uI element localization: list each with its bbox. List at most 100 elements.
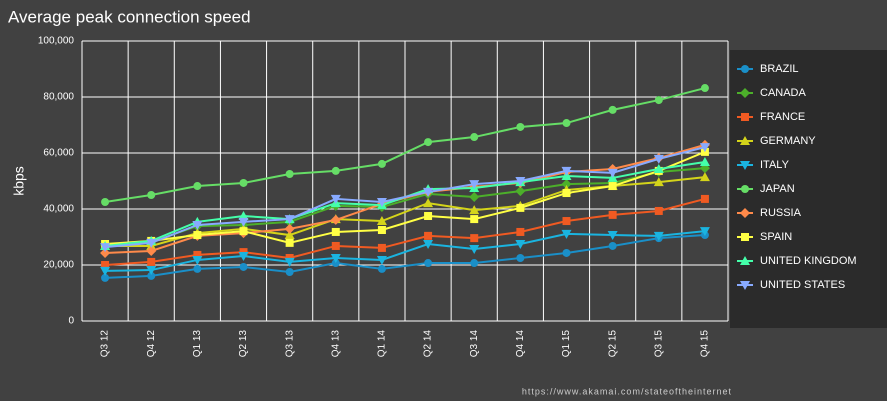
marker: [193, 231, 202, 240]
marker: [469, 180, 480, 190]
marker: [285, 238, 294, 247]
series-line: [105, 197, 706, 266]
legend-marker: [740, 88, 750, 98]
marker: [653, 154, 664, 164]
marker: [377, 159, 386, 168]
x-tick-label: Q4 15: [700, 330, 711, 358]
x-tick-label: Q2 15: [607, 330, 618, 358]
legend-label: FRANCE: [760, 111, 805, 123]
series-line: [105, 230, 706, 272]
legend-label: JAPAN: [760, 183, 795, 195]
marker: [101, 273, 110, 282]
legend-label: SPAIN: [760, 231, 792, 243]
marker: [101, 261, 110, 269]
marker: [699, 143, 710, 153]
marker: [653, 177, 664, 187]
legend-label: ITALY: [760, 159, 790, 171]
marker: [562, 217, 571, 226]
marker: [193, 264, 202, 273]
marker: [699, 227, 710, 237]
legend-label: UNITED KINGDOM: [760, 255, 857, 267]
marker: [239, 227, 248, 236]
marker: [100, 247, 111, 258]
x-tick-label: Q3 15: [653, 330, 664, 358]
marker: [561, 179, 572, 190]
legend-label: RUSSIA: [760, 207, 802, 219]
marker: [516, 203, 525, 212]
marker: [424, 138, 433, 147]
series-line: [105, 234, 705, 279]
x-tick-label: Q3 12: [100, 330, 111, 358]
y-tick-label: 100,000: [38, 36, 75, 47]
marker: [423, 198, 434, 208]
marker: [285, 170, 294, 178]
marker: [699, 172, 710, 182]
marker: [423, 187, 434, 197]
marker: [330, 194, 341, 204]
x-tick-label: Q2 14: [423, 330, 434, 358]
marker: [331, 259, 340, 268]
x-tick-label: Q4 13: [330, 330, 341, 358]
marker: [700, 194, 709, 203]
marker: [377, 226, 386, 234]
marker: [562, 189, 571, 198]
x-tick-label: Q3 14: [469, 330, 480, 358]
marker: [607, 168, 618, 178]
marker: [424, 231, 433, 240]
marker: [330, 214, 341, 225]
legend-marker: [741, 233, 749, 241]
marker: [423, 240, 434, 249]
marker: [470, 234, 479, 243]
legend-marker: [740, 136, 750, 145]
x-tick-label: Q1 14: [377, 330, 388, 358]
marker: [608, 182, 617, 191]
y-tick-label: 80,000: [43, 92, 74, 103]
marker: [700, 84, 709, 93]
marker: [238, 217, 249, 227]
legend-label: CANADA: [760, 87, 807, 99]
marker: [146, 246, 157, 256]
marker: [515, 240, 526, 249]
series-line: [104, 87, 706, 203]
marker: [101, 198, 110, 206]
legend-marker: [740, 161, 750, 170]
x-tick-label: Q1 13: [192, 330, 203, 358]
marker: [653, 231, 664, 241]
marker: [147, 257, 156, 266]
y-tick-label: 60,000: [43, 148, 74, 159]
legend-label: BRAZIL: [760, 63, 799, 75]
marker: [469, 245, 480, 255]
marker: [376, 255, 387, 265]
marker: [653, 163, 664, 173]
marker: [562, 248, 571, 257]
marker: [146, 238, 157, 248]
marker: [516, 254, 525, 262]
marker: [654, 96, 663, 105]
y-tick-label: 0: [68, 316, 74, 327]
x-tick-label: Q2 13: [238, 330, 249, 358]
marker: [330, 254, 341, 263]
x-tick-label: Q4 14: [515, 330, 526, 358]
marker: [331, 166, 340, 175]
legend-box: [730, 50, 887, 328]
marker: [377, 243, 386, 252]
marker: [284, 223, 295, 234]
marker: [100, 266, 111, 276]
x-tick-label: Q3 13: [284, 330, 295, 358]
marker: [470, 215, 479, 224]
legend-marker: [741, 113, 749, 121]
y-axis-label: kbps: [11, 166, 27, 196]
series-line: [105, 150, 706, 245]
marker: [424, 259, 433, 268]
marker: [515, 177, 526, 186]
marker: [146, 266, 157, 276]
marker: [147, 191, 156, 199]
marker: [239, 262, 248, 271]
marker: [654, 206, 663, 215]
marker: [469, 205, 480, 215]
marker: [284, 215, 295, 225]
marker: [377, 264, 386, 273]
marker: [608, 210, 617, 219]
source: https://www.akamai.com/stateoftheinterne…: [522, 386, 732, 396]
marker: [193, 182, 202, 191]
